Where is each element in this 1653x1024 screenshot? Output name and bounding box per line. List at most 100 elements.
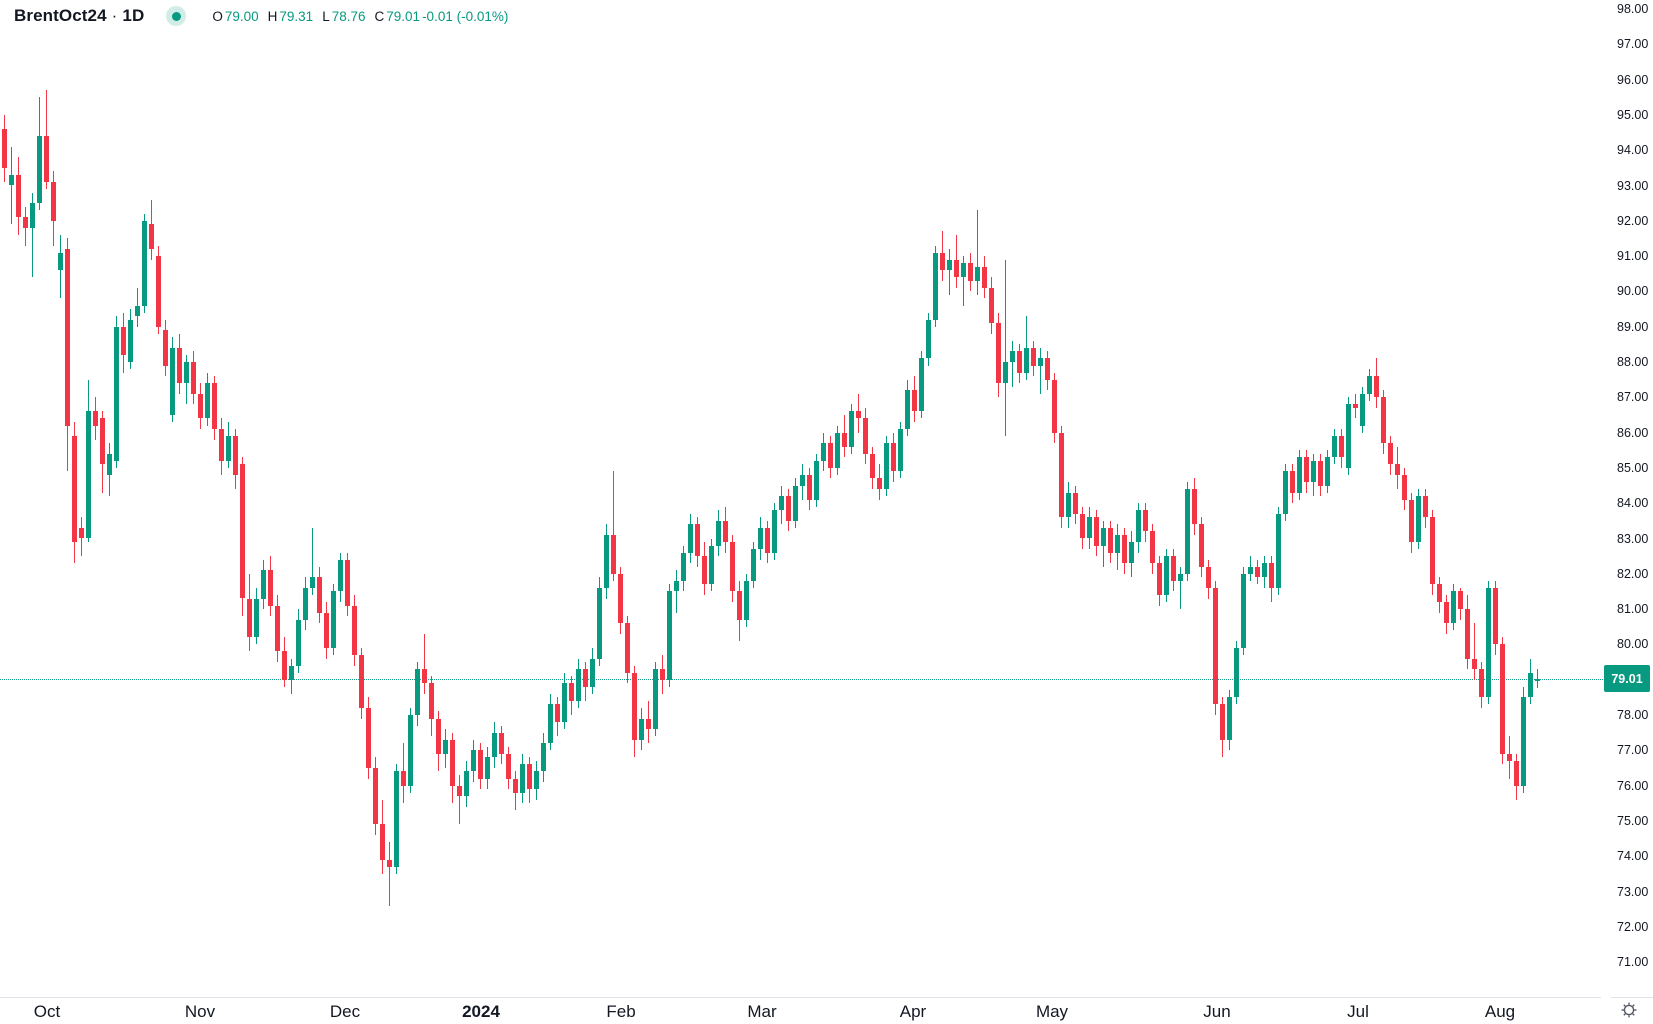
price-axis-label: 89.00	[1617, 319, 1649, 334]
candle-up	[590, 658, 595, 687]
interval-label[interactable]: 1D	[122, 6, 145, 25]
candle-down	[93, 411, 98, 426]
candle-down	[954, 259, 959, 278]
ohlc-letter: L	[322, 8, 330, 24]
candle-up	[541, 743, 546, 772]
price-axis-label: 90.00	[1617, 284, 1649, 299]
symbol-title[interactable]: BrentOct24 · 1D	[14, 6, 144, 26]
candle-up	[1024, 347, 1029, 373]
candle-down	[856, 411, 861, 419]
candle-up	[849, 411, 854, 447]
candle-down	[1353, 404, 1358, 408]
candle-down	[723, 520, 728, 543]
candle-down	[1171, 556, 1176, 581]
candle-up	[1241, 573, 1246, 648]
candle-down	[436, 718, 441, 754]
chart-plot-area[interactable]	[0, 0, 1603, 997]
candle-up	[1325, 457, 1330, 486]
candle-down	[1206, 566, 1211, 588]
candle-wick	[613, 471, 614, 581]
candle-down	[1059, 432, 1064, 518]
candle-down	[807, 474, 812, 500]
candle-down	[1150, 531, 1155, 564]
candle-up	[772, 510, 777, 553]
candle-down	[968, 263, 973, 281]
candle-down	[1402, 474, 1407, 500]
change-value: -0.01 (-0.01%)	[422, 8, 509, 24]
time-axis-label: 2024	[462, 1002, 500, 1021]
candle-up	[86, 411, 91, 539]
candle-up	[1297, 457, 1302, 493]
candle-wick	[459, 775, 460, 825]
time-axis[interactable]: Oct Nov Dec 2024 Feb Mar Apr May Jun Jul Aug	[0, 997, 1601, 1021]
candle-down	[506, 753, 511, 779]
candle-down	[366, 707, 371, 768]
candle-up	[681, 552, 686, 581]
candle-wick	[676, 570, 677, 613]
candle-down	[1374, 376, 1379, 398]
candle-up	[331, 591, 336, 648]
candle-up	[576, 669, 581, 701]
candle-up	[394, 771, 399, 867]
candle-down	[940, 252, 945, 271]
candle-down	[1388, 443, 1393, 465]
candle-down	[177, 347, 182, 384]
candle-down	[380, 824, 385, 860]
candle-up	[1416, 496, 1421, 542]
candle-down	[1430, 517, 1435, 585]
candle-down	[373, 767, 378, 825]
candle-down	[1395, 464, 1400, 475]
candle-up	[1129, 542, 1134, 564]
candle-wick	[1180, 566, 1181, 610]
candle-down	[359, 654, 364, 708]
symbol-name[interactable]: BrentOct24	[14, 6, 107, 25]
candle-down	[163, 330, 168, 366]
candle-up	[793, 485, 798, 521]
price-axis-label: 74.00	[1617, 849, 1649, 864]
candle-down	[1437, 584, 1442, 603]
candle-up	[485, 757, 490, 779]
candle-down	[198, 393, 203, 419]
candle-down	[1318, 460, 1323, 486]
candle-up	[898, 429, 903, 472]
candle-up	[338, 559, 343, 592]
price-axis-label: 97.00	[1617, 37, 1649, 52]
price-axis-label: 87.00	[1617, 390, 1649, 405]
time-axis-label: Feb	[606, 1002, 636, 1021]
candle-up	[1136, 510, 1141, 543]
market-status-dot-icon[interactable]	[166, 6, 187, 26]
price-axis-label: 75.00	[1617, 813, 1649, 828]
ohlc-h: H 79.31	[268, 9, 314, 24]
candle-down	[79, 527, 84, 539]
candle-down	[401, 771, 406, 786]
candle-up	[30, 203, 35, 228]
candle-down	[1255, 566, 1260, 578]
candle-down	[100, 418, 105, 465]
candle-down	[457, 785, 462, 797]
candle-down	[1073, 492, 1078, 514]
time-axis-label: Jul	[1347, 1002, 1369, 1021]
candle-down	[765, 527, 770, 553]
candle-down	[51, 181, 56, 221]
ohlc-value: 79.00	[224, 8, 259, 24]
candle-wick	[1040, 347, 1041, 394]
candle-up	[751, 549, 756, 581]
candle-down	[1458, 591, 1463, 610]
candle-wick	[963, 256, 964, 306]
candle-up	[58, 252, 63, 271]
candle-down	[233, 436, 238, 475]
candle-up	[597, 587, 602, 659]
price-axis-label: 82.00	[1617, 566, 1649, 581]
candle-down	[1465, 609, 1470, 659]
candle-down	[527, 764, 532, 790]
price-axis-label: 86.00	[1617, 425, 1649, 440]
candle-up	[926, 319, 931, 359]
gear-icon[interactable]	[1620, 1001, 1638, 1019]
price-axis[interactable]: 79.01 98.00 97.00 96.00 95.00 94.00 93.00 92.0…	[1603, 0, 1653, 997]
candle-down	[877, 478, 882, 490]
candle-down	[65, 249, 70, 426]
candle-up	[716, 520, 721, 546]
candle-down	[611, 534, 616, 574]
candle-up	[1164, 556, 1169, 595]
candle-up	[744, 580, 749, 620]
